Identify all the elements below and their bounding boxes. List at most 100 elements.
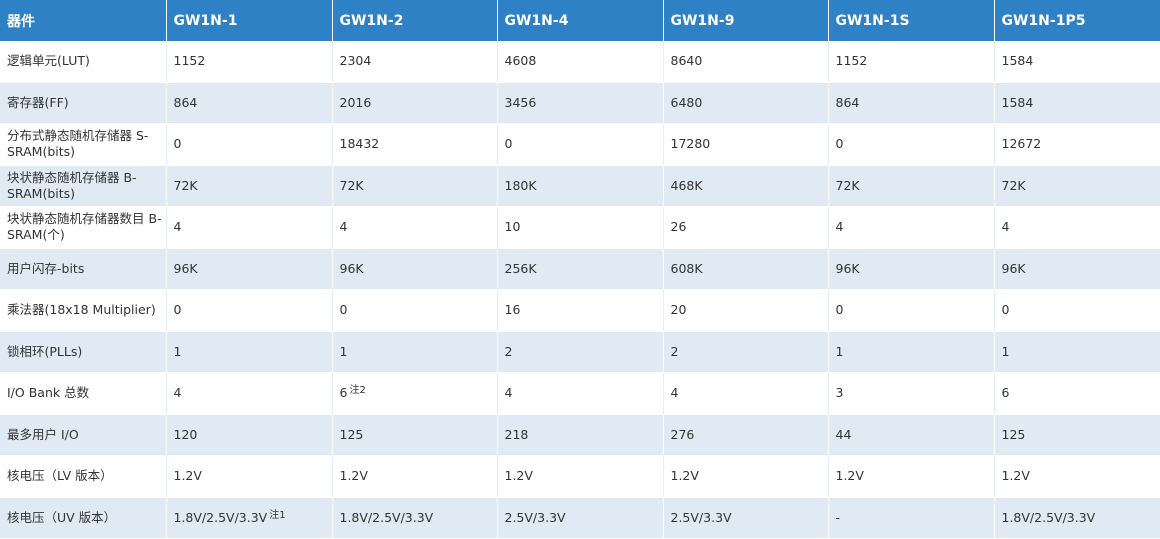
- table-cell: 1.8V/2.5V/3.3V: [994, 497, 1160, 539]
- table-cell: 4: [497, 372, 664, 415]
- table-cell: 864: [166, 82, 333, 124]
- row-ssram: 分布式静态随机存储器 S-SRAM(bits) 0 18432 0 17280 …: [0, 123, 1160, 166]
- table-cell: 1.8V/2.5V/3.3V 注1: [166, 497, 333, 539]
- row-label: I/O Bank 总数: [0, 372, 167, 415]
- row-user-flash: 用户闪存-bits 96K 96K 256K 608K 96K 96K: [0, 248, 1160, 290]
- table-cell: 1: [332, 331, 498, 373]
- table-cell: 4: [332, 206, 498, 249]
- row-label: 块状静态随机存储器 B-SRAM(bits): [0, 165, 167, 207]
- table-cell: 1.2V: [828, 455, 995, 498]
- header-gw1n-1p5: GW1N-1P5: [994, 0, 1160, 41]
- table-cell: 218: [497, 414, 664, 456]
- table-cell: 0: [332, 289, 498, 332]
- table-cell: 2304: [332, 41, 498, 83]
- table-cell: 2.5V/3.3V: [497, 497, 664, 539]
- table-cell: 180K: [497, 165, 664, 207]
- footnote-marker: 注2: [349, 385, 366, 397]
- table-cell: 1: [166, 331, 333, 373]
- header-gw1n-4: GW1N-4: [497, 0, 664, 41]
- table-cell: 0: [166, 123, 333, 166]
- table-cell: 2016: [332, 82, 498, 124]
- table-cell: 2: [663, 331, 829, 373]
- table-cell: 276: [663, 414, 829, 456]
- header-gw1n-2: GW1N-2: [332, 0, 498, 41]
- table-cell: 6480: [663, 82, 829, 124]
- table-cell: 468K: [663, 165, 829, 207]
- table-cell: 1584: [994, 41, 1160, 83]
- row-lut: 逻辑单元(LUT) 1152 2304 4608 8640 1152 1584: [0, 41, 1160, 83]
- table-cell: 0: [828, 289, 995, 332]
- row-label: 寄存器(FF): [0, 82, 167, 124]
- row-label: 块状静态随机存储器数目 B-SRAM(个): [0, 206, 167, 249]
- table-cell: 125: [994, 414, 1160, 456]
- table-cell: 1.2V: [332, 455, 498, 498]
- table-cell: 0: [497, 123, 664, 166]
- table-cell: 3456: [497, 82, 664, 124]
- table-cell: 4: [828, 206, 995, 249]
- table-cell: 4: [166, 206, 333, 249]
- row-label: 核电压（UV 版本）: [0, 497, 167, 539]
- table-cell: 2: [497, 331, 664, 373]
- row-pll: 锁相环(PLLs) 1 1 2 2 1 1: [0, 331, 1160, 373]
- table-cell: 1.2V: [166, 455, 333, 498]
- table-cell: 96K: [828, 248, 995, 290]
- header-gw1n-9: GW1N-9: [663, 0, 829, 41]
- table-cell: 1584: [994, 82, 1160, 124]
- row-core-voltage-lv: 核电压（LV 版本） 1.2V 1.2V 1.2V 1.2V 1.2V 1.2V: [0, 455, 1160, 498]
- table-cell: 1.8V/2.5V/3.3V: [332, 497, 498, 539]
- footnote-marker: 注1: [269, 509, 286, 521]
- header-device: 器件: [0, 0, 167, 41]
- table-cell: 1.2V: [663, 455, 829, 498]
- row-label: 用户闪存-bits: [0, 248, 167, 290]
- table-cell: 0: [828, 123, 995, 166]
- row-label: 核电压（LV 版本）: [0, 455, 167, 498]
- row-label: 最多用户 I/O: [0, 414, 167, 456]
- table-cell: 4: [994, 206, 1160, 249]
- table-cell: 1.2V: [497, 455, 664, 498]
- table-cell: 0: [994, 289, 1160, 332]
- table-cell: 20: [663, 289, 829, 332]
- table-cell: 2.5V/3.3V: [663, 497, 829, 539]
- table-cell: 96K: [994, 248, 1160, 290]
- cell-value: 6: [339, 385, 348, 401]
- table-cell: 18432: [332, 123, 498, 166]
- table-cell: 44: [828, 414, 995, 456]
- row-label: 分布式静态随机存储器 S-SRAM(bits): [0, 123, 167, 166]
- row-max-user-io: 最多用户 I/O 120 125 218 276 44 125: [0, 414, 1160, 456]
- table-cell: 72K: [828, 165, 995, 207]
- row-bsram-bits: 块状静态随机存储器 B-SRAM(bits) 72K 72K 180K 468K…: [0, 165, 1160, 207]
- header-row: 器件 GW1N-1 GW1N-2 GW1N-4 GW1N-9 GW1N-1S G…: [0, 0, 1160, 41]
- table-cell: 96K: [332, 248, 498, 290]
- row-label: 逻辑单元(LUT): [0, 41, 167, 83]
- table-cell: 72K: [166, 165, 333, 207]
- table-cell: 1: [828, 331, 995, 373]
- table-cell: 4608: [497, 41, 664, 83]
- table-cell: 8640: [663, 41, 829, 83]
- table-cell: 17280: [663, 123, 829, 166]
- table-cell: 1: [994, 331, 1160, 373]
- table-cell: 3: [828, 372, 995, 415]
- table-cell: 125: [332, 414, 498, 456]
- row-multiplier: 乘法器(18x18 Multiplier) 0 0 16 20 0 0: [0, 289, 1160, 332]
- table-cell: 4: [166, 372, 333, 415]
- table-cell: 120: [166, 414, 333, 456]
- table-cell: 10: [497, 206, 664, 249]
- header-gw1n-1s: GW1N-1S: [828, 0, 995, 41]
- table-cell: 26: [663, 206, 829, 249]
- table-cell: 96K: [166, 248, 333, 290]
- table-cell: 864: [828, 82, 995, 124]
- table-cell: 1152: [166, 41, 333, 83]
- table-cell: 608K: [663, 248, 829, 290]
- row-label: 乘法器(18x18 Multiplier): [0, 289, 167, 332]
- header-gw1n-1: GW1N-1: [166, 0, 333, 41]
- row-bsram-count: 块状静态随机存储器数目 B-SRAM(个) 4 4 10 26 4 4: [0, 206, 1160, 249]
- table-cell: 1152: [828, 41, 995, 83]
- table-cell: 6 注2: [332, 372, 498, 415]
- row-ff: 寄存器(FF) 864 2016 3456 6480 864 1584: [0, 82, 1160, 124]
- table-cell: 12672: [994, 123, 1160, 166]
- cell-value: 1.8V/2.5V/3.3V: [173, 509, 268, 525]
- table-cell: 4: [663, 372, 829, 415]
- table-cell: 0: [166, 289, 333, 332]
- table-cell: 6: [994, 372, 1160, 415]
